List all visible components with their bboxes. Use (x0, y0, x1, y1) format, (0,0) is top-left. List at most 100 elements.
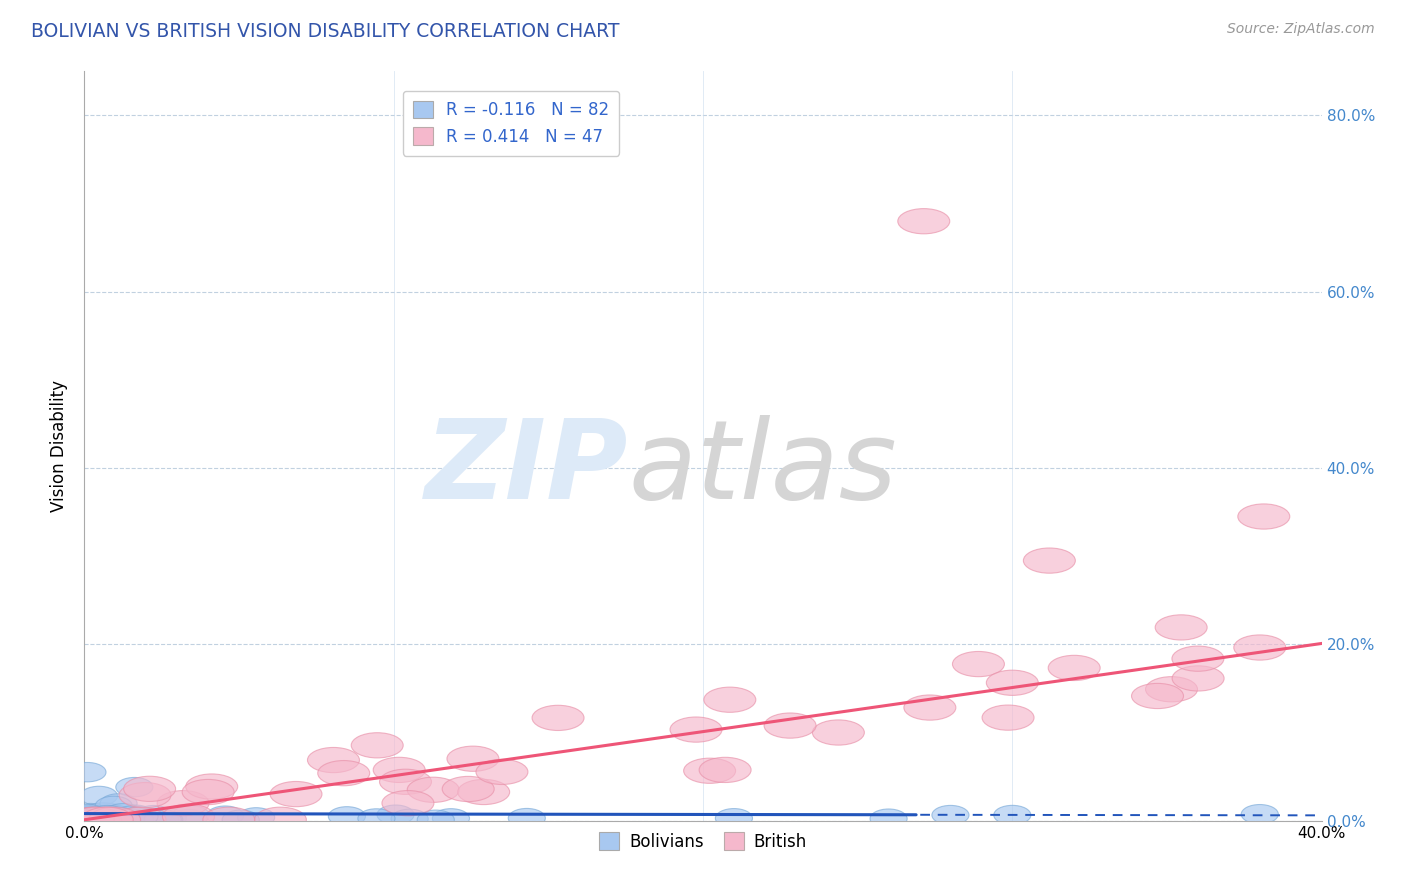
Ellipse shape (112, 809, 149, 829)
Ellipse shape (80, 786, 118, 805)
Ellipse shape (79, 808, 115, 827)
Ellipse shape (163, 804, 215, 830)
Ellipse shape (981, 705, 1033, 731)
Ellipse shape (73, 809, 110, 829)
Ellipse shape (69, 805, 107, 824)
Ellipse shape (932, 805, 969, 825)
Ellipse shape (186, 774, 238, 799)
Ellipse shape (117, 805, 153, 824)
Ellipse shape (121, 807, 157, 826)
Ellipse shape (69, 763, 105, 782)
Ellipse shape (69, 809, 105, 828)
Ellipse shape (104, 810, 142, 830)
Ellipse shape (94, 808, 131, 827)
Ellipse shape (146, 810, 183, 830)
Ellipse shape (813, 720, 865, 745)
Ellipse shape (870, 809, 907, 829)
Ellipse shape (70, 807, 121, 832)
Ellipse shape (90, 807, 127, 826)
Ellipse shape (149, 808, 187, 828)
Ellipse shape (93, 807, 129, 827)
Ellipse shape (202, 807, 254, 832)
Ellipse shape (124, 776, 176, 801)
Ellipse shape (69, 810, 107, 830)
Ellipse shape (114, 807, 166, 832)
Ellipse shape (70, 809, 108, 828)
Ellipse shape (69, 808, 105, 828)
Ellipse shape (352, 732, 404, 758)
Ellipse shape (86, 809, 122, 829)
Ellipse shape (238, 807, 274, 827)
Ellipse shape (359, 809, 395, 828)
Ellipse shape (531, 706, 583, 731)
Ellipse shape (447, 746, 499, 772)
Ellipse shape (699, 757, 751, 782)
Ellipse shape (97, 805, 134, 825)
Ellipse shape (76, 805, 112, 824)
Ellipse shape (408, 777, 460, 803)
Ellipse shape (67, 807, 120, 832)
Ellipse shape (207, 806, 243, 825)
Ellipse shape (77, 810, 114, 830)
Ellipse shape (145, 810, 181, 830)
Ellipse shape (96, 797, 132, 815)
Ellipse shape (69, 810, 105, 830)
Ellipse shape (90, 804, 128, 822)
Ellipse shape (1237, 504, 1289, 529)
Ellipse shape (391, 809, 429, 829)
Ellipse shape (222, 810, 259, 830)
Ellipse shape (79, 809, 117, 828)
Ellipse shape (76, 807, 114, 827)
Ellipse shape (1173, 646, 1223, 672)
Ellipse shape (477, 759, 527, 784)
Ellipse shape (458, 780, 509, 805)
Ellipse shape (105, 804, 142, 823)
Ellipse shape (141, 810, 179, 830)
Ellipse shape (270, 781, 322, 806)
Text: ZIP: ZIP (425, 415, 628, 522)
Y-axis label: Vision Disability: Vision Disability (51, 380, 69, 512)
Ellipse shape (1049, 656, 1099, 681)
Legend: Bolivians, British: Bolivians, British (592, 826, 814, 857)
Ellipse shape (987, 670, 1038, 696)
Ellipse shape (72, 810, 108, 830)
Ellipse shape (72, 810, 108, 830)
Text: Source: ZipAtlas.com: Source: ZipAtlas.com (1227, 22, 1375, 37)
Ellipse shape (904, 695, 956, 720)
Ellipse shape (1146, 677, 1198, 702)
Ellipse shape (704, 687, 756, 713)
Ellipse shape (114, 810, 150, 830)
Ellipse shape (69, 810, 105, 830)
Ellipse shape (308, 747, 360, 772)
Text: atlas: atlas (628, 415, 897, 522)
Ellipse shape (1024, 548, 1076, 574)
Ellipse shape (76, 806, 112, 825)
Ellipse shape (382, 790, 434, 816)
Ellipse shape (135, 805, 173, 825)
Ellipse shape (508, 808, 546, 828)
Ellipse shape (114, 806, 150, 825)
Ellipse shape (170, 809, 207, 829)
Ellipse shape (69, 810, 105, 830)
Ellipse shape (86, 806, 122, 826)
Ellipse shape (952, 651, 1004, 677)
Ellipse shape (108, 810, 146, 830)
Ellipse shape (329, 806, 366, 826)
Ellipse shape (994, 805, 1031, 825)
Ellipse shape (100, 794, 138, 814)
Ellipse shape (80, 807, 132, 832)
Ellipse shape (173, 805, 209, 825)
Ellipse shape (898, 209, 949, 234)
Ellipse shape (443, 776, 494, 802)
Ellipse shape (89, 807, 141, 832)
Ellipse shape (84, 808, 122, 828)
Ellipse shape (157, 790, 209, 816)
Ellipse shape (82, 807, 134, 832)
Ellipse shape (1241, 805, 1278, 824)
Ellipse shape (716, 808, 752, 828)
Ellipse shape (69, 810, 105, 830)
Ellipse shape (90, 808, 128, 828)
Ellipse shape (254, 807, 307, 832)
Ellipse shape (115, 778, 153, 797)
Ellipse shape (72, 804, 108, 822)
